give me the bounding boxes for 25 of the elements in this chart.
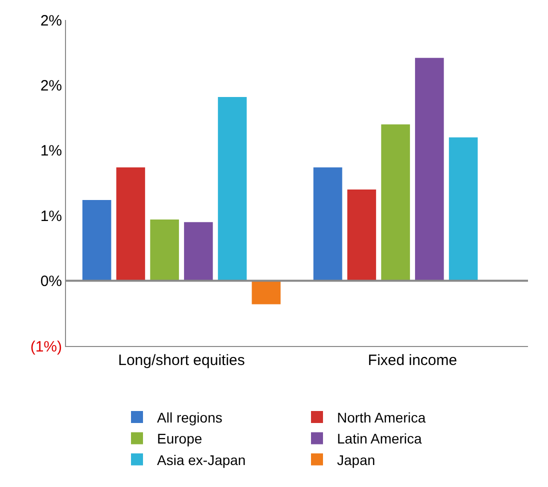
y-tick-label: 2% bbox=[40, 77, 62, 94]
x-tick-label: Long/short equities bbox=[118, 352, 245, 369]
legend-label: North America bbox=[337, 409, 426, 426]
y-tick-label: 1% bbox=[40, 142, 62, 160]
legend-label: Asia ex-Japan bbox=[157, 452, 246, 468]
y-tick-label: 2% bbox=[40, 12, 62, 30]
legend-label: Europe bbox=[157, 430, 202, 447]
legend-label: All regions bbox=[157, 409, 222, 426]
y-tick-label: 1% bbox=[40, 208, 62, 225]
bar bbox=[218, 96, 247, 281]
bar bbox=[116, 167, 146, 281]
bar bbox=[415, 58, 444, 281]
bar bbox=[150, 220, 179, 281]
bar bbox=[184, 222, 213, 281]
y-tick-label: (1%) bbox=[30, 338, 62, 356]
x-tick-label: Fixed income bbox=[368, 352, 458, 369]
bar bbox=[252, 280, 281, 304]
legend-label: Japan bbox=[337, 452, 376, 468]
y-tick-label: 0% bbox=[40, 273, 62, 290]
bar bbox=[313, 167, 342, 281]
bar bbox=[381, 124, 410, 281]
bar bbox=[82, 200, 112, 281]
bar bbox=[347, 190, 376, 281]
legend-label: Latin America bbox=[337, 430, 422, 447]
bar bbox=[448, 137, 478, 281]
